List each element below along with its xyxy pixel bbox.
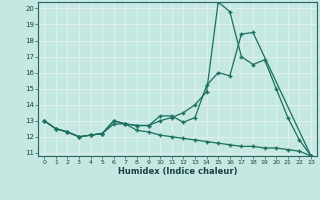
X-axis label: Humidex (Indice chaleur): Humidex (Indice chaleur): [118, 167, 237, 176]
